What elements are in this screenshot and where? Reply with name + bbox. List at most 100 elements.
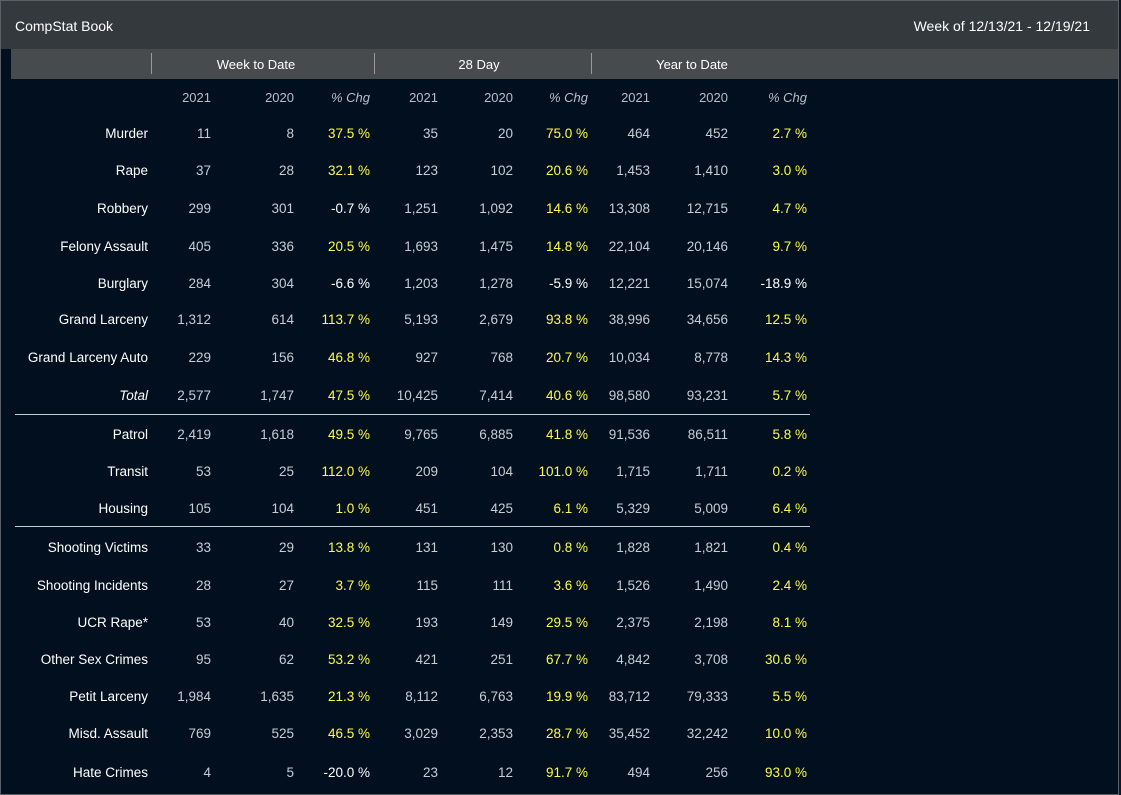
row-label: Hate Crimes [72, 765, 148, 780]
value-cell: 614 [271, 312, 294, 327]
pct-change-cell: 46.8 % [327, 350, 370, 365]
column-header: 2020 [265, 90, 294, 105]
title-bar: CompStat Book Week of 12/13/21 - 12/19/2… [1, 1, 1118, 49]
pct-change-cell: 9.7 % [772, 239, 807, 254]
value-cell: 927 [415, 350, 438, 365]
value-cell: 2,353 [479, 726, 513, 741]
value-cell: 229 [188, 350, 211, 365]
row-label: Housing [98, 501, 148, 516]
pct-change-cell: 113.7 % [321, 312, 370, 327]
pct-change-cell: 20.7 % [545, 350, 588, 365]
value-cell: 1,693 [404, 239, 438, 254]
pct-change-cell: 40.6 % [545, 388, 588, 403]
pct-change-cell: 5.5 % [772, 689, 807, 704]
row-label: Misd. Assault [68, 726, 148, 741]
value-cell: 1,490 [694, 578, 728, 593]
pct-change-cell: 0.4 % [772, 540, 807, 555]
value-cell: 209 [415, 464, 438, 479]
pct-change-cell: 28.7 % [545, 726, 588, 741]
value-cell: 5,193 [404, 312, 438, 327]
value-cell: 525 [271, 726, 294, 741]
value-cell: 304 [271, 276, 294, 291]
value-cell: 5,009 [694, 501, 728, 516]
week-range: Week of 12/13/21 - 12/19/21 [913, 18, 1090, 34]
pct-change-cell: 13.8 % [327, 540, 370, 555]
value-cell: 299 [188, 201, 211, 216]
value-cell: 1,092 [479, 201, 513, 216]
row-label: Transit [107, 464, 148, 479]
pct-change-cell: 19.9 % [545, 689, 588, 704]
pct-change-cell: 12.5 % [764, 312, 807, 327]
column-header: % Chg [330, 90, 370, 105]
value-cell: 104 [490, 464, 513, 479]
value-cell: 5,329 [616, 501, 650, 516]
pct-change-cell: 101.0 % [538, 464, 588, 479]
value-cell: 28 [195, 578, 211, 593]
value-cell: 12 [497, 765, 513, 780]
pct-change-cell: 53.2 % [327, 652, 370, 667]
value-cell: 20,146 [686, 239, 728, 254]
value-cell: 452 [705, 126, 728, 141]
group-week-to-date: Week to Date [216, 57, 296, 72]
pct-change-cell: 20.6 % [545, 163, 588, 178]
column-header: 2020 [484, 90, 513, 105]
pct-change-cell: 5.8 % [772, 427, 807, 442]
value-cell: 34,656 [686, 312, 728, 327]
pct-change-cell: 32.1 % [327, 163, 370, 178]
value-cell: 38,996 [608, 312, 650, 327]
row-label: Shooting Victims [47, 540, 148, 555]
column-header: 2021 [182, 90, 211, 105]
value-cell: 35,452 [608, 726, 650, 741]
pct-change-cell: 3.0 % [772, 163, 807, 178]
pct-change-cell: -20.0 % [323, 765, 370, 780]
pct-change-cell: 41.8 % [545, 427, 588, 442]
value-cell: 91,536 [608, 427, 650, 442]
value-cell: 3,029 [404, 726, 438, 741]
pct-change-cell: -0.7 % [330, 201, 370, 216]
pct-change-cell: 0.2 % [772, 464, 807, 479]
value-cell: 95 [195, 652, 211, 667]
value-cell: 10,034 [608, 350, 650, 365]
value-cell: 131 [415, 540, 438, 555]
pct-change-cell: 2.4 % [772, 578, 807, 593]
pct-change-cell: 14.6 % [545, 201, 588, 216]
value-cell: 1,251 [404, 201, 438, 216]
value-cell: 32,242 [686, 726, 728, 741]
value-cell: 1,635 [260, 689, 294, 704]
value-cell: 93,231 [686, 388, 728, 403]
value-cell: 1,453 [616, 163, 650, 178]
pct-change-cell: 67.7 % [545, 652, 588, 667]
value-cell: 115 [416, 578, 438, 593]
value-cell: 1,711 [695, 464, 728, 479]
pct-change-cell: 20.5 % [327, 239, 370, 254]
value-cell: 284 [188, 276, 211, 291]
column-header: 2020 [699, 90, 728, 105]
value-cell: 1,821 [694, 540, 728, 555]
pct-change-cell: 112.0 % [321, 464, 370, 479]
pct-change-cell: 93.8 % [545, 312, 588, 327]
value-cell: 1,312 [177, 312, 211, 327]
value-cell: 12,221 [608, 276, 650, 291]
value-cell: 29 [278, 540, 294, 555]
pct-change-cell: 3.6 % [553, 578, 588, 593]
group-divider [151, 53, 152, 74]
value-cell: 1,828 [616, 540, 650, 555]
value-cell: 8,778 [694, 350, 728, 365]
value-cell: 2,577 [177, 388, 211, 403]
value-cell: 37 [195, 163, 211, 178]
pct-change-cell: 14.3 % [764, 350, 807, 365]
value-cell: 20 [497, 126, 513, 141]
value-cell: 13,308 [608, 201, 650, 216]
value-cell: 6,885 [479, 427, 513, 442]
value-cell: 8,112 [405, 689, 438, 704]
value-cell: 23 [422, 765, 438, 780]
value-cell: 1,984 [177, 689, 211, 704]
pct-change-cell: 49.5 % [327, 427, 370, 442]
row-label: Felony Assault [60, 239, 148, 254]
pct-change-cell: 21.3 % [327, 689, 370, 704]
value-cell: 4 [203, 765, 211, 780]
value-cell: 494 [627, 765, 650, 780]
pct-change-cell: 14.8 % [545, 239, 588, 254]
value-cell: 11 [196, 126, 211, 141]
value-cell: 336 [271, 239, 294, 254]
